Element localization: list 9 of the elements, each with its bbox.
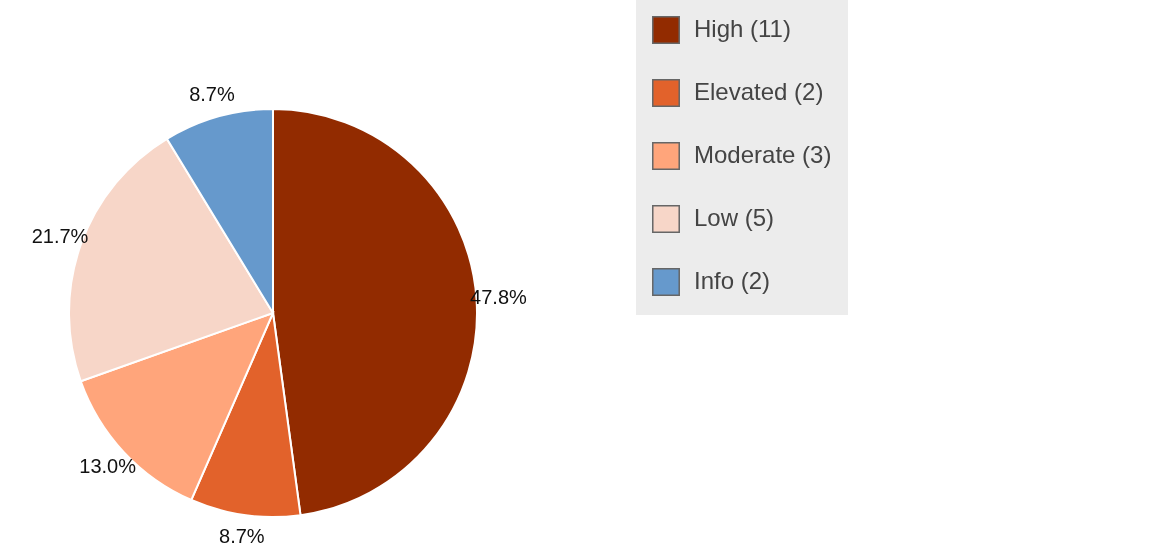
legend-label: Elevated (2) <box>694 78 824 105</box>
data-label: 8.7% <box>219 524 265 547</box>
data-label: 13.0% <box>79 455 137 478</box>
legend-label: Low (5) <box>694 204 775 231</box>
data-label: 8.7% <box>189 83 235 106</box>
legend-label: High (11) <box>694 15 791 42</box>
legend-label: Moderate (3) <box>694 141 832 168</box>
legend-label: Info (2) <box>694 267 771 294</box>
data-label: 21.7% <box>31 225 89 248</box>
